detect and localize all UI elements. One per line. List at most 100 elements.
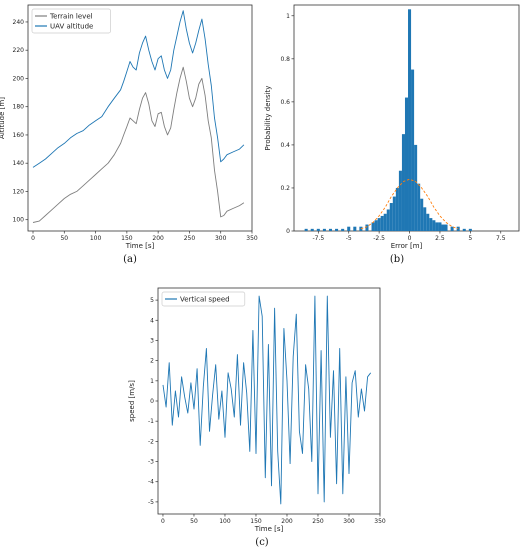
y-tick-label: 160 (13, 132, 25, 139)
histogram-bar (438, 222, 442, 231)
histogram-bar (316, 228, 320, 231)
histogram-bar (414, 144, 418, 231)
x-tick-label: 200 (152, 235, 164, 242)
histogram-bar (441, 224, 445, 231)
y-tick-label: -1 (148, 418, 154, 425)
y-axis-label: Probability density (264, 86, 272, 151)
y-tick-label: 220 (13, 47, 25, 54)
x-tick-label: 2.5 (435, 235, 445, 242)
histogram-bar (322, 228, 326, 231)
histogram-bar (450, 226, 454, 231)
y-tick-label: -2 (148, 438, 154, 445)
y-tick-label: -5 (148, 499, 154, 506)
histogram-bar (432, 220, 436, 231)
caption-b: (b) (390, 254, 404, 265)
histogram-bar (404, 97, 409, 231)
histogram-bar (359, 226, 363, 231)
y-tick-label: 3 (150, 337, 154, 344)
x-tick-label: 250 (184, 235, 196, 242)
legend-label: Terrain level (49, 12, 93, 20)
histogram-bar (426, 213, 430, 231)
series-line (162, 295, 372, 505)
y-tick-label: 140 (13, 160, 25, 167)
caption-c: (c) (255, 537, 269, 548)
x-tick-label: 100 (219, 518, 231, 525)
y-tick-label: 0.8 (280, 56, 290, 63)
x-tick-label: 300 (343, 518, 355, 525)
histogram-bar (341, 228, 345, 231)
caption-a: (a) (123, 254, 137, 265)
y-tick-label: 180 (13, 104, 25, 111)
legend-box (161, 291, 246, 307)
histogram-bar (377, 218, 381, 231)
x-tick-label: 350 (374, 518, 386, 525)
histogram-bar (389, 203, 393, 231)
y-tick-label: 0 (286, 228, 290, 235)
x-tick-label: 350 (246, 235, 258, 242)
x-tick-label: 150 (121, 235, 133, 242)
histogram-bar (411, 69, 415, 231)
histogram-bar (456, 226, 460, 231)
y-tick-label: 0.2 (280, 185, 290, 192)
x-tick-label: 150 (250, 518, 262, 525)
y-tick-label: 120 (13, 188, 25, 195)
legend-box (31, 8, 111, 34)
histogram-bar (386, 209, 390, 231)
x-tick-label: 0 (31, 235, 35, 242)
y-tick-label: 100 (13, 217, 25, 224)
histogram-bar (328, 228, 333, 231)
histogram-bar (398, 170, 402, 231)
histogram-bar (335, 228, 339, 231)
y-tick-label: -4 (148, 479, 154, 486)
histogram-bar (395, 187, 399, 231)
y-tick-label: 0.4 (280, 142, 290, 149)
x-tick-label: -2.5 (373, 235, 385, 242)
histogram-bar (401, 134, 405, 231)
series-line (32, 10, 245, 168)
histogram-bar (347, 226, 351, 231)
x-tick-label: 50 (60, 235, 68, 242)
series-line (32, 66, 245, 223)
histogram-bar (468, 228, 472, 231)
y-tick-label: 4 (150, 317, 154, 324)
histogram-bar (417, 183, 421, 231)
x-tick-label: -7.5 (312, 235, 324, 242)
histogram-bar (374, 220, 378, 231)
legend-label: UAV altitude (50, 22, 93, 30)
x-tick-label: 7.5 (496, 235, 506, 242)
x-tick-label: 0 (408, 235, 412, 242)
histogram-bar (310, 228, 314, 231)
x-tick-label: 100 (90, 235, 102, 242)
histogram-bar (383, 213, 387, 231)
y-tick-label: -3 (148, 459, 154, 466)
y-tick-label: 1 (150, 378, 154, 385)
error-histogram-chart: -7.5 -5 -2.5 0 2.5 5 7.5 0 0.2 0.4 0.6 0.8 1 Error [m… (264, 4, 520, 250)
x-axis-label: Time [s] (254, 525, 284, 533)
y-tick-label: 240 (13, 19, 25, 26)
histogram-bar (435, 222, 439, 231)
x-tick-label: 250 (312, 518, 324, 525)
x-tick-label: 300 (215, 235, 227, 242)
histogram-bar (408, 9, 412, 231)
histogram-bar (353, 226, 357, 231)
x-tick-label: 0 (161, 518, 165, 525)
histogram-bar (444, 224, 448, 231)
legend-label: Vertical speed (180, 295, 230, 303)
x-tick-label: -5 (346, 235, 352, 242)
vertical-speed-chart: 0 50 100 150 200 250 300 350 -5 -4 -3 -2 -1 0 1 2 3 4 5 Tim… (128, 287, 386, 533)
x-tick-label: 200 (281, 518, 293, 525)
histogram-bar (392, 196, 396, 231)
histogram-bar (365, 224, 369, 231)
histogram-bar (420, 198, 424, 231)
x-axis-label: Error [m] (391, 242, 423, 250)
histogram-bar (304, 228, 308, 231)
histogram-bar (423, 207, 427, 231)
y-tick-label: 200 (13, 75, 25, 82)
y-tick-label: 2 (150, 358, 154, 365)
y-tick-label: 0.6 (280, 99, 290, 106)
y-tick-label: 1 (286, 13, 290, 20)
y-axis-label: speed [m/s] (128, 380, 136, 422)
plot-frame (27, 4, 253, 232)
histogram-bar (462, 228, 466, 231)
